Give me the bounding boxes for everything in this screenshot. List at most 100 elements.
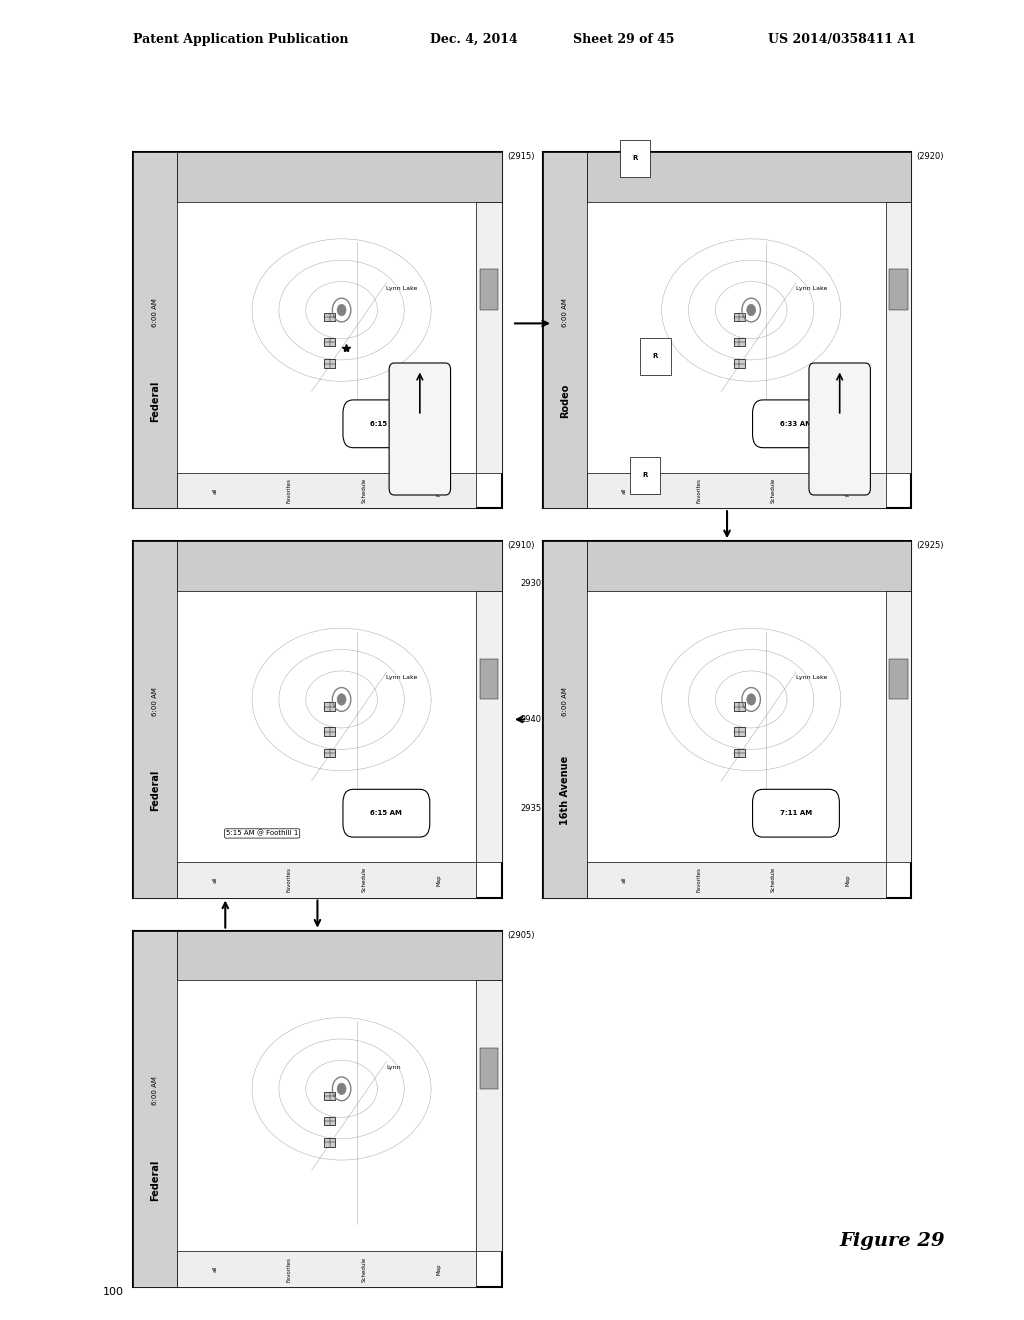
Bar <box>133 931 502 1287</box>
Text: Map: Map <box>436 874 441 886</box>
Text: 2940: 2940 <box>520 715 542 723</box>
Bar <box>325 702 335 711</box>
Text: 6:00 AM: 6:00 AM <box>562 298 568 326</box>
FancyBboxPatch shape <box>620 140 650 177</box>
Bar <box>543 541 587 898</box>
Text: all: all <box>622 487 627 494</box>
Text: 6:15 AM: 6:15 AM <box>371 810 402 816</box>
Text: Favorites: Favorites <box>287 1257 292 1282</box>
Bar <box>133 152 502 508</box>
Bar <box>177 541 502 591</box>
FancyBboxPatch shape <box>389 363 451 495</box>
Text: all: all <box>212 1266 217 1272</box>
Bar <box>889 659 907 700</box>
Bar <box>734 359 744 368</box>
Text: Schedule: Schedule <box>361 478 367 503</box>
Text: Schedule: Schedule <box>771 867 776 892</box>
Text: Schedule: Schedule <box>361 867 367 892</box>
Bar <box>734 313 744 322</box>
Text: Lynn Lake: Lynn Lake <box>796 286 827 290</box>
FancyBboxPatch shape <box>630 457 660 494</box>
Bar <box>325 1092 335 1101</box>
Bar <box>325 313 335 322</box>
FancyBboxPatch shape <box>640 338 671 375</box>
Text: Lynn Lake: Lynn Lake <box>386 676 418 680</box>
Bar <box>133 541 502 898</box>
Bar <box>177 931 502 981</box>
Bar <box>734 748 744 758</box>
Text: 2930: 2930 <box>520 579 542 589</box>
Text: 6:00 AM: 6:00 AM <box>153 688 159 715</box>
Bar <box>325 1117 335 1125</box>
Text: 7:11 AM: 7:11 AM <box>780 810 812 816</box>
Text: 16th Avenue: 16th Avenue <box>560 756 569 825</box>
Text: all: all <box>212 876 217 883</box>
Bar <box>734 727 744 735</box>
Circle shape <box>746 694 756 705</box>
Text: 2935: 2935 <box>520 804 542 813</box>
Circle shape <box>337 1084 346 1094</box>
Bar <box>133 541 177 898</box>
Text: R: R <box>632 156 638 161</box>
Bar <box>886 591 911 862</box>
FancyBboxPatch shape <box>753 789 840 837</box>
Text: Patent Application Publication: Patent Application Publication <box>133 33 348 46</box>
Text: Schedule: Schedule <box>361 1257 367 1282</box>
Bar <box>543 152 587 508</box>
Text: (2905): (2905) <box>507 931 535 940</box>
Text: Schedule: Schedule <box>771 478 776 503</box>
Text: Lynn: Lynn <box>386 1065 401 1069</box>
Text: Favorites: Favorites <box>696 867 701 892</box>
Text: (2925): (2925) <box>916 541 944 550</box>
Bar <box>133 931 177 1287</box>
Bar <box>177 862 476 898</box>
Text: Map: Map <box>436 1263 441 1275</box>
Bar <box>543 152 911 508</box>
Bar <box>734 338 744 346</box>
Text: 6:00 AM: 6:00 AM <box>153 298 159 326</box>
Text: R: R <box>642 473 648 478</box>
Text: US 2014/0358411 A1: US 2014/0358411 A1 <box>768 33 915 46</box>
FancyBboxPatch shape <box>753 400 840 447</box>
Bar <box>177 152 502 202</box>
Bar <box>889 269 907 310</box>
Text: Federal: Federal <box>151 380 160 422</box>
Text: Lynn Lake: Lynn Lake <box>796 676 827 680</box>
Text: Map: Map <box>846 484 851 496</box>
Bar <box>325 359 335 368</box>
Bar <box>177 1251 476 1287</box>
Text: Figure 29: Figure 29 <box>840 1232 945 1250</box>
Bar <box>476 202 502 473</box>
Bar <box>479 1048 498 1089</box>
Text: 6:00 AM: 6:00 AM <box>153 1077 159 1105</box>
Circle shape <box>337 305 346 315</box>
Circle shape <box>337 694 346 705</box>
Text: Favorites: Favorites <box>696 478 701 503</box>
Text: Map: Map <box>846 874 851 886</box>
Text: (2920): (2920) <box>916 152 944 161</box>
Text: Sheet 29 of 45: Sheet 29 of 45 <box>573 33 675 46</box>
Text: Rodeo: Rodeo <box>560 384 569 418</box>
FancyBboxPatch shape <box>809 363 870 495</box>
Text: all: all <box>622 876 627 883</box>
Bar <box>479 659 498 700</box>
Text: 5:15 AM @ Foothill 1: 5:15 AM @ Foothill 1 <box>226 830 298 837</box>
Bar <box>476 981 502 1251</box>
Bar <box>133 152 177 508</box>
Bar <box>587 473 886 508</box>
Text: 6:33 AM: 6:33 AM <box>780 421 812 426</box>
Bar <box>325 748 335 758</box>
Circle shape <box>746 305 756 315</box>
Bar <box>587 862 886 898</box>
Text: Federal: Federal <box>151 1159 160 1201</box>
Text: 100: 100 <box>102 1287 124 1298</box>
Bar <box>325 727 335 735</box>
Text: Favorites: Favorites <box>287 478 292 503</box>
Bar <box>476 591 502 862</box>
Text: (2915): (2915) <box>507 152 535 161</box>
Bar <box>543 541 911 898</box>
Text: Lynn Lake: Lynn Lake <box>386 286 418 290</box>
Text: Favorites: Favorites <box>287 867 292 892</box>
Text: 6:00 AM: 6:00 AM <box>562 688 568 715</box>
Bar <box>587 541 911 591</box>
